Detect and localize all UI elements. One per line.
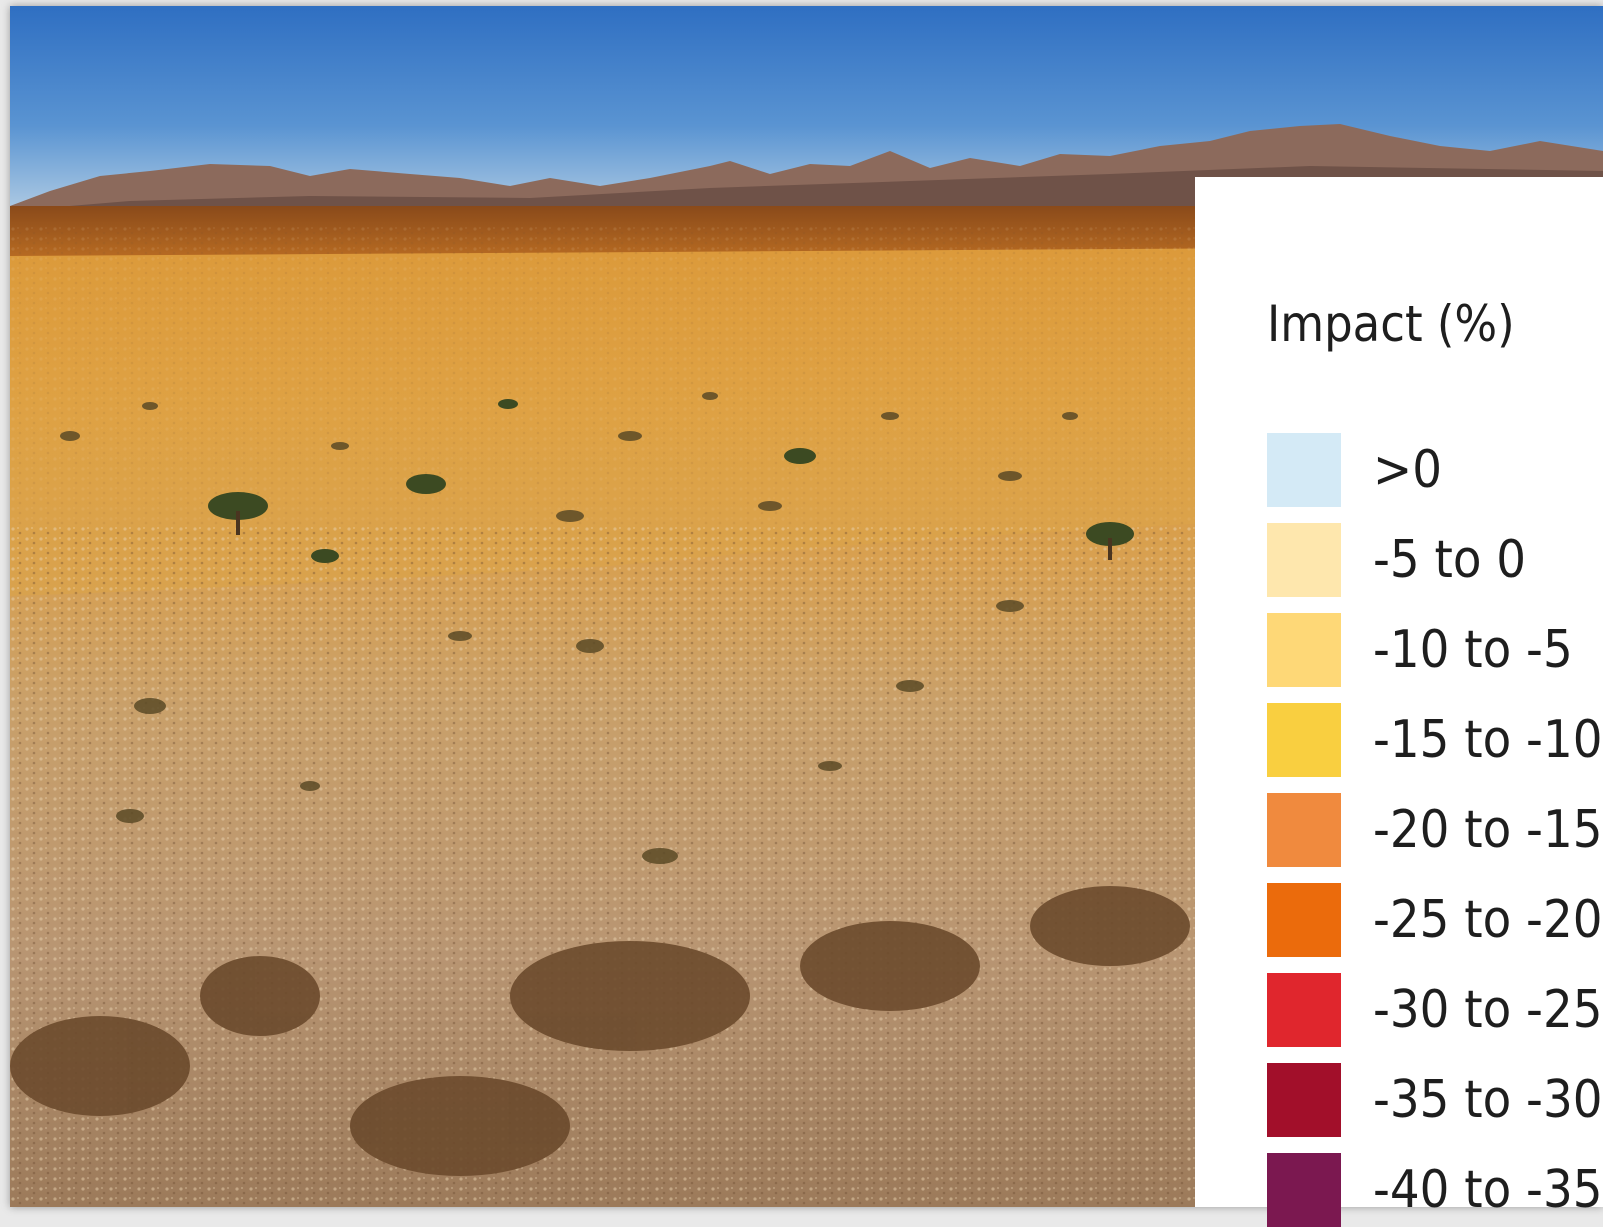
legend-label: >0 [1373,440,1442,500]
legend-label: -40 to -35 [1373,1160,1603,1220]
legend-item: -25 to -20 [1267,883,1603,957]
legend-label: -25 to -20 [1373,890,1603,950]
legend-item: -15 to -10 [1267,703,1603,777]
legend-panel: Impact (%) >0 -5 to 0 -10 to -5 -15 to -10 -… [1195,177,1603,1227]
legend-swatch [1267,613,1341,687]
legend-item: -10 to -5 [1267,613,1603,687]
legend-swatch [1267,1063,1341,1137]
legend-title: Impact (%) [1267,295,1515,353]
legend-label: -15 to -10 [1373,710,1603,770]
legend-item: -5 to 0 [1267,523,1603,597]
legend-swatch [1267,793,1341,867]
legend-label: -30 to -25 [1373,980,1603,1040]
legend-item: -30 to -25 [1267,973,1603,1047]
legend-item: -20 to -15 [1267,793,1603,867]
legend-label: -35 to -30 [1373,1070,1603,1130]
legend-label: -5 to 0 [1373,530,1527,590]
legend-swatch [1267,973,1341,1047]
legend-item: -35 to -30 [1267,1063,1603,1137]
legend-swatch [1267,1153,1341,1227]
legend-item: -40 to -35 [1267,1153,1603,1227]
legend-swatch [1267,703,1341,777]
legend-label: -20 to -15 [1373,800,1603,860]
legend-swatch [1267,523,1341,597]
legend-item: >0 [1267,433,1603,507]
legend-swatch [1267,883,1341,957]
legend-swatch [1267,433,1341,507]
legend-label: -10 to -5 [1373,620,1573,680]
